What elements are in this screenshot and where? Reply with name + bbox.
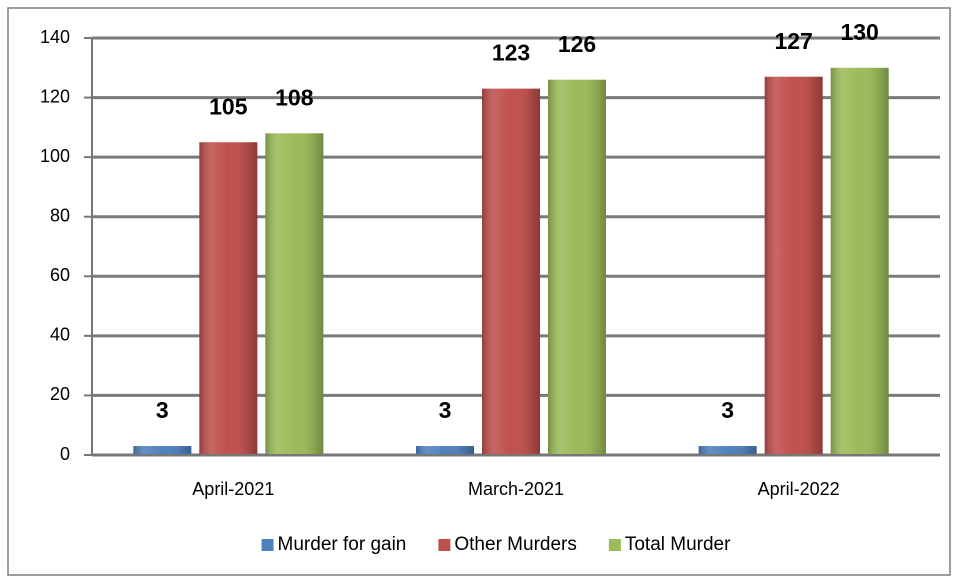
bar-shade (133, 446, 192, 455)
bar-shade (265, 133, 324, 456)
data-label: 108 (275, 84, 314, 110)
data-label: 3 (721, 397, 734, 423)
y-tick-label: 20 (50, 384, 70, 404)
y-tick-label: 40 (50, 325, 70, 345)
y-tick-label: 140 (40, 27, 70, 47)
x-tick-label: April-2021 (192, 479, 274, 499)
bar-shade (764, 76, 823, 455)
bar-shade (548, 79, 606, 455)
bar-shade (482, 88, 540, 455)
legend-label: Murder for gain (278, 534, 407, 555)
data-label: 126 (558, 31, 596, 57)
data-label: 3 (439, 397, 452, 423)
legend-label: Total Murder (625, 534, 731, 555)
bar-shade (698, 446, 757, 455)
y-tick-label: 120 (40, 86, 70, 106)
legend-swatch (438, 539, 451, 551)
legend-swatch (261, 539, 274, 551)
legend-label: Other Murders (454, 534, 576, 555)
y-tick-label: 80 (50, 205, 70, 225)
x-tick-label: April-2022 (758, 479, 840, 499)
bar-shade (199, 142, 258, 455)
data-label: 123 (492, 40, 530, 66)
y-tick-label: 0 (60, 444, 70, 464)
y-tick-label: 60 (50, 265, 70, 285)
data-label: 130 (840, 19, 878, 45)
data-label: 127 (774, 28, 812, 54)
legend-swatch (608, 539, 621, 551)
bar-shade (830, 67, 889, 456)
y-tick-label: 100 (40, 146, 70, 166)
bar-shade (416, 446, 474, 455)
data-label: 105 (209, 93, 248, 119)
data-label: 3 (156, 397, 169, 423)
x-tick-label: March-2021 (468, 479, 564, 499)
